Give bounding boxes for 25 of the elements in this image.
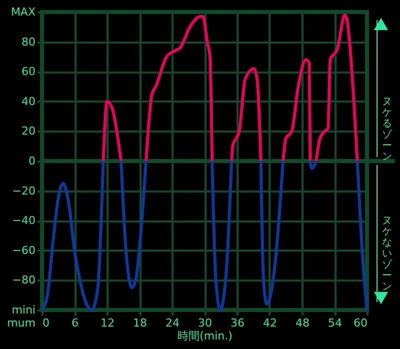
x-tick-label: 54 xyxy=(328,316,342,330)
x-tick-label: 6 xyxy=(72,316,78,330)
y-tick-label: mini mum xyxy=(7,304,36,330)
y-tick-label: MAX xyxy=(10,6,36,18)
y-tick-label: −80 xyxy=(12,274,36,287)
y-tick-label: 80 xyxy=(22,35,36,48)
y-tick-label: 40 xyxy=(22,94,36,108)
x-tick-label: 60 xyxy=(354,316,368,330)
x-tick-label: 36 xyxy=(230,316,244,330)
text: ヌケないゾーン xyxy=(382,216,393,293)
x-tick-label: 30 xyxy=(198,316,212,330)
y-tick-label: −20 xyxy=(12,184,36,198)
x-tick-label: 24 xyxy=(166,316,180,330)
x-tick-label: 12 xyxy=(100,316,114,330)
x-tick-label: 18 xyxy=(133,316,147,330)
x-tick-label: 0 xyxy=(42,316,50,330)
y-tick-label: 60 xyxy=(22,65,36,78)
text: ヌケるゾーン xyxy=(382,96,393,162)
y-tick-label: −60 xyxy=(12,244,36,257)
y-tick-label: 0 xyxy=(28,154,36,168)
y-tick-label: 20 xyxy=(22,124,36,138)
x-axis-title: 時間(min.) xyxy=(178,330,232,342)
y-tick-label: −40 xyxy=(12,214,36,228)
x-tick-label: 48 xyxy=(296,316,310,330)
x-tick-label: 42 xyxy=(263,316,277,330)
